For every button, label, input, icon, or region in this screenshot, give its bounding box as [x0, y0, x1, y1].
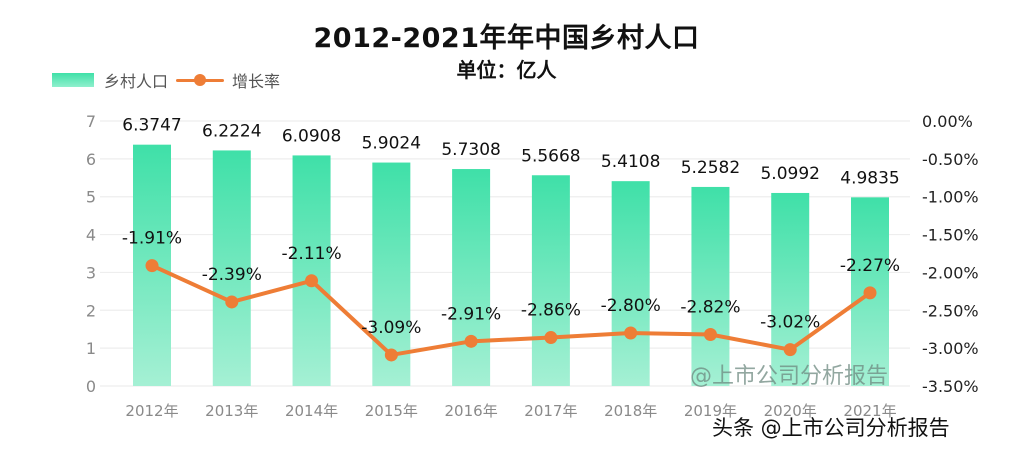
line-labels: -1.91% -2.39% -2.11% -3.09% -2.91% -2.86% -2.8…	[122, 229, 900, 338]
bar-value-label: 5.0992	[760, 164, 819, 184]
bar	[771, 192, 810, 386]
right-tick-label: -2.50%	[922, 301, 979, 320]
x-tick-label: 2014年	[285, 402, 338, 420]
x-tick-label: 2012年	[125, 402, 178, 420]
line-point	[863, 286, 877, 300]
line-point	[145, 259, 159, 273]
left-tick-label: 3	[86, 263, 96, 282]
x-tick-label: 2017年	[524, 402, 577, 420]
bar-value-label: 6.3747	[122, 116, 181, 136]
line-point	[384, 348, 398, 362]
growth-line	[151, 263, 872, 357]
line-value-label: -2.80%	[601, 296, 661, 316]
bar-value-label: 5.9024	[362, 134, 421, 154]
x-tick-label: 2020年	[764, 402, 817, 420]
left-tick-label: 0	[86, 377, 96, 396]
legend-line-label: 增长率	[232, 72, 281, 91]
line-point	[225, 295, 239, 309]
right-tick-label: 0.00%	[922, 112, 973, 131]
chart-title: 2012-2021年年中国乡村人口	[313, 23, 700, 54]
line-point	[544, 331, 558, 345]
bar-value-label: 6.0908	[282, 126, 341, 146]
left-tick-label: 6	[86, 150, 96, 169]
left-tick-label: 2	[86, 301, 96, 320]
line-point	[783, 343, 797, 357]
line-value-label: -2.27%	[840, 256, 900, 276]
chart-watermark: @上市公司分析报告	[690, 364, 888, 389]
line-value-label: -3.02%	[760, 313, 820, 333]
right-tick-label: -0.50%	[922, 150, 979, 169]
bar-value-label: 6.2224	[202, 121, 261, 141]
line-value-label: -1.91%	[122, 229, 182, 249]
footer-watermark: 头条 @上市公司分析报告	[712, 416, 950, 440]
x-tick-label: 2019年	[684, 402, 737, 420]
line-point	[703, 328, 717, 342]
x-tick-label: 2021年	[843, 402, 896, 420]
x-tick-label: 2013年	[205, 402, 258, 420]
right-axis: 0.00% -0.50% -1.00% -1.50% -2.00% -2.50% -3.00…	[922, 112, 979, 396]
bar-value-label: 5.5668	[521, 146, 580, 166]
bar	[531, 175, 570, 386]
legend-bar-swatch-icon	[52, 73, 94, 87]
right-tick-label: -1.50%	[922, 226, 979, 245]
left-tick-label: 5	[86, 188, 96, 207]
chart-subtitle: 单位：亿人	[456, 58, 557, 82]
right-tick-label: -2.00%	[922, 263, 979, 282]
legend-line-swatch-icon	[176, 73, 225, 87]
bar	[452, 169, 491, 386]
legend-bar-label: 乡村人口	[104, 72, 169, 91]
line-point	[464, 334, 478, 348]
left-tick-label: 7	[86, 112, 96, 131]
x-tick-label: 2016年	[445, 402, 498, 420]
line-value-label: -2.82%	[680, 298, 740, 318]
left-tick-label: 4	[86, 226, 96, 245]
line-value-label: -2.11%	[281, 244, 341, 264]
line-value-label: -3.09%	[361, 318, 421, 338]
bar-labels: 6.3747 6.2224 6.0908 5.9024 5.7308 5.5668 5.41…	[122, 116, 899, 189]
x-tick-label: 2018年	[604, 402, 657, 420]
bar-value-label: 5.2582	[681, 158, 740, 178]
line-series	[145, 259, 877, 362]
bar-value-label: 5.4108	[601, 152, 660, 172]
bar	[212, 150, 251, 386]
legend: 乡村人口 增长率	[52, 68, 280, 92]
bar-value-label: 5.7308	[441, 140, 500, 160]
bar-value-label: 4.9835	[840, 168, 899, 188]
line-value-label: -2.91%	[441, 304, 501, 324]
bar	[691, 186, 730, 386]
right-tick-label: -3.50%	[922, 377, 979, 396]
left-axis: 0 1 2 3 4 5 6 7	[86, 112, 96, 396]
bar	[611, 181, 650, 386]
line-point	[305, 274, 319, 288]
right-tick-label: -3.00%	[922, 339, 979, 358]
line-point	[624, 326, 638, 340]
bar	[292, 155, 331, 386]
x-tick-label: 2015年	[365, 402, 418, 420]
line-value-label: -2.39%	[202, 265, 262, 285]
left-tick-label: 1	[86, 339, 96, 358]
right-tick-label: -1.00%	[922, 188, 979, 207]
x-axis: 2012年 2013年 2014年 2015年 2016年 2017年 2018年 2019年…	[125, 402, 896, 420]
line-value-label: -2.86%	[521, 301, 581, 321]
